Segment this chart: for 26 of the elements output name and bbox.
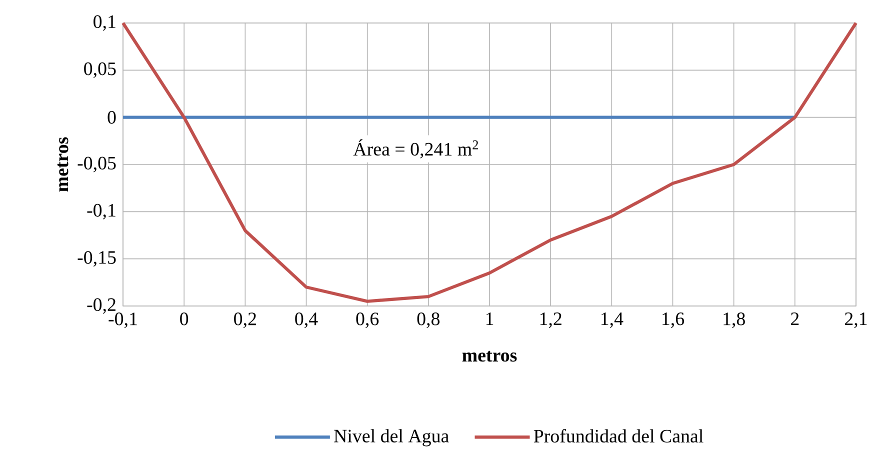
- x-tick-label: 2,1: [845, 312, 867, 328]
- x-tick-label: 1,6: [662, 312, 684, 328]
- x-tick-label: 0,4: [295, 312, 318, 328]
- y-axis-title: metros: [57, 137, 68, 192]
- y-tick-label: 0: [108, 110, 116, 124]
- line-series: [121, 21, 858, 303]
- x-tick-label: 1: [486, 312, 494, 326]
- x-tick-label: 0,2: [234, 312, 256, 328]
- x-tick-label: 0,8: [417, 312, 440, 328]
- y-tick-label: -0,05: [78, 156, 116, 172]
- legend-label: Nivel del Agua: [334, 429, 449, 446]
- y-tick-label: 0,05: [84, 62, 116, 78]
- y-tick-label: -0,15: [78, 251, 116, 267]
- x-axis-title: metros: [462, 350, 517, 362]
- y-tick-label: 0,1: [94, 15, 116, 31]
- x-tick-label: 1,8: [724, 312, 745, 328]
- annotation: Área = 0,241 m$^{2}$: [353, 139, 478, 158]
- x-tick-label: 2: [791, 312, 799, 326]
- x-tick-label: 1,4: [601, 312, 624, 328]
- x-tick-label: 1,2: [540, 312, 562, 328]
- legend-label: Profundidad del Canal: [534, 429, 704, 443]
- x-tick-label: -0,1: [108, 312, 137, 328]
- y-tick-label: -0,1: [87, 204, 116, 220]
- x-tick-label: 0: [180, 312, 188, 326]
- x-tick-label: 0,6: [356, 312, 379, 328]
- y-tick-label: -0,2: [87, 298, 116, 314]
